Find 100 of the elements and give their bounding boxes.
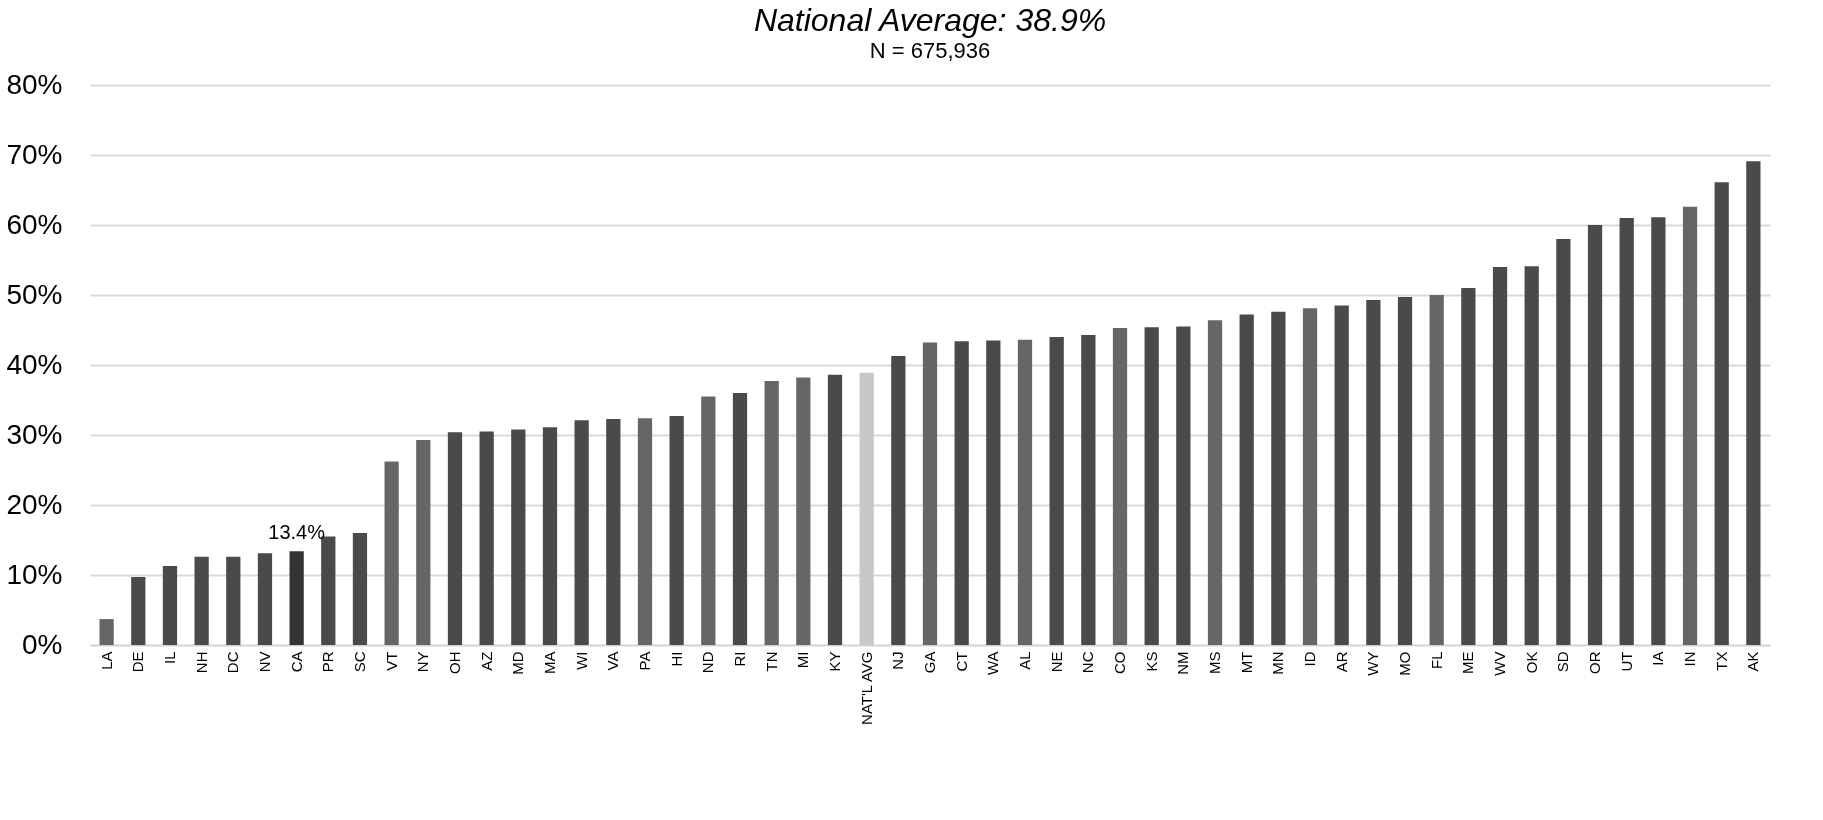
x-tick-label: AL [1016, 651, 1033, 670]
bar [637, 418, 653, 645]
y-tick-label: 50% [6, 278, 63, 310]
x-tick-label: DE [129, 651, 147, 673]
x-tick-label: CT [952, 651, 970, 672]
x-tick-label: OR [1586, 651, 1604, 674]
bar [1556, 239, 1571, 645]
y-tick-label: 10% [6, 558, 63, 590]
x-tick-label: DC [224, 651, 242, 674]
x-tick-label: ME [1459, 651, 1477, 674]
bar [922, 342, 938, 645]
x-tick-label: AR [1332, 651, 1350, 673]
x-tick-label: PR [319, 651, 337, 673]
bar [1176, 326, 1191, 645]
x-tick-label: SC [350, 651, 368, 673]
bar [1524, 266, 1539, 645]
bar [542, 427, 558, 645]
x-tick-label: MN [1269, 651, 1287, 675]
x-tick-label: UT [1617, 651, 1635, 672]
bar [384, 461, 399, 645]
bar [1651, 217, 1666, 645]
y-tick-label: 30% [6, 418, 63, 450]
x-tick-label: KS [1142, 651, 1160, 672]
bar [194, 556, 209, 645]
bar [1619, 218, 1634, 645]
x-tick-label: MT [1237, 651, 1255, 674]
x-tick-label: WI [572, 651, 590, 670]
x-tick-label: RI [730, 651, 748, 667]
x-tick-label: NAT'L AVG [857, 651, 875, 725]
x-tick-label: NY [414, 651, 432, 673]
bar [511, 429, 526, 645]
bar [796, 377, 811, 645]
x-tick-label: NE [1047, 651, 1065, 673]
bar [99, 619, 114, 645]
x-tick-label: NM [1174, 651, 1192, 675]
bar [1587, 225, 1603, 645]
bar [447, 432, 463, 645]
bar [574, 420, 589, 645]
bar [1492, 267, 1508, 645]
y-tick-label: 80% [6, 68, 63, 100]
x-tick-label: GA [921, 651, 938, 674]
bar [1144, 327, 1159, 645]
bar [1461, 288, 1476, 645]
y-tick-label: 70% [6, 138, 63, 170]
x-tick-label: WY [1364, 651, 1382, 676]
x-tick-label: NV [255, 651, 273, 673]
bar [257, 553, 273, 645]
annotation: 13.4% [268, 521, 326, 544]
x-tick-label: MA [540, 651, 558, 674]
x-tick-label: CA [287, 651, 305, 673]
bar [1081, 334, 1096, 645]
bar [986, 340, 1001, 645]
bar [1334, 305, 1349, 645]
bar [1397, 297, 1413, 645]
bar [289, 551, 304, 645]
x-tick-label: PA [635, 651, 653, 671]
x-tick-label: TX [1712, 651, 1730, 671]
x-tick-label: IL [160, 651, 178, 665]
bar [732, 393, 748, 645]
x-tick-label: VA [604, 651, 622, 671]
x-tick-label: NH [192, 651, 210, 674]
y-tick-label: 60% [6, 208, 63, 240]
bar [701, 396, 716, 645]
bar [1239, 314, 1254, 645]
x-tick-label: ID [1301, 651, 1319, 667]
x-tick-label: ND [699, 651, 717, 674]
x-tick-label: AZ [477, 651, 495, 671]
x-tick-label: IN [1681, 651, 1699, 667]
y-tick-label: 20% [6, 488, 63, 520]
bar [1714, 182, 1729, 645]
x-tick-label: MD [509, 651, 527, 675]
bar [1366, 299, 1381, 645]
x-tick-label: MI [794, 651, 812, 669]
bar [1271, 311, 1286, 645]
x-tick-label: HI [667, 651, 685, 667]
x-tick-label: OK [1522, 651, 1540, 674]
x-tick-label: MO [1396, 651, 1414, 676]
chart-subtitle: National Average: 38.9% [753, 2, 1107, 38]
bar [162, 565, 178, 645]
bar [891, 355, 906, 645]
bar [1682, 206, 1698, 645]
bar [226, 556, 241, 645]
x-tick-label: WV [1491, 651, 1509, 676]
x-tick-label: CO [1111, 651, 1129, 674]
bar [479, 431, 494, 645]
bar [1302, 308, 1318, 645]
y-tick-label: 40% [6, 348, 63, 380]
x-tick-label: MS [1206, 651, 1224, 674]
x-tick-label: OH [445, 651, 463, 674]
x-tick-label: WA [984, 651, 1002, 676]
bar [1017, 339, 1033, 645]
bar [416, 439, 431, 645]
x-tick-label: NJ [889, 651, 907, 670]
x-tick-label: KY [826, 651, 843, 672]
bar [764, 381, 779, 645]
bar [1746, 161, 1761, 645]
y-tick-label: 0% [22, 628, 63, 660]
bar [954, 341, 969, 645]
x-tick-label: NC [1079, 651, 1097, 674]
text: N = 675,936 [869, 38, 991, 63]
